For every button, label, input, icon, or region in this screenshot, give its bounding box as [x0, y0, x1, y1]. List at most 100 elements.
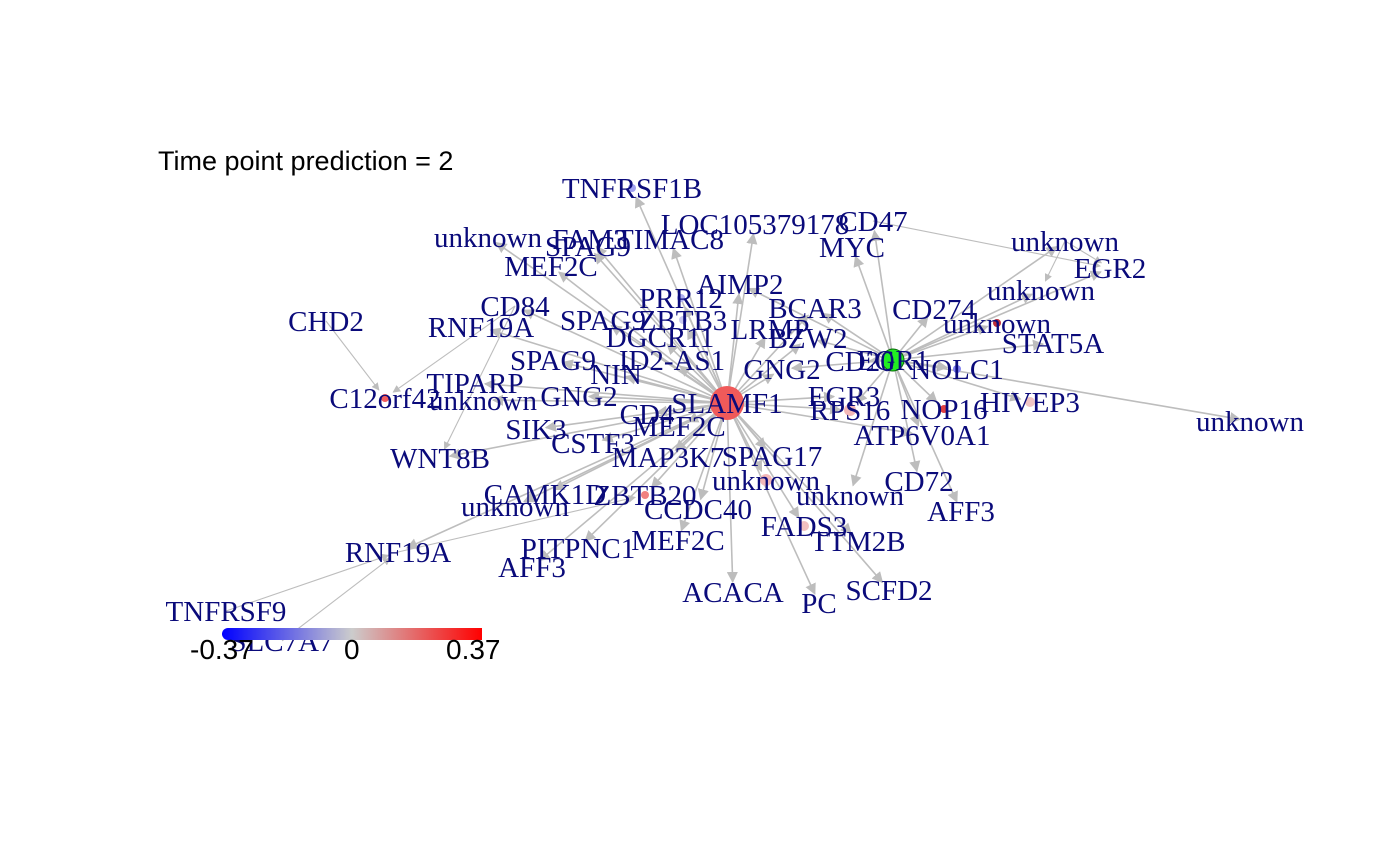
edge	[892, 359, 921, 473]
node-label: TIPARP	[426, 368, 523, 400]
node-label: STAT5A	[1002, 328, 1104, 360]
edge	[1064, 240, 1103, 264]
node-label: BCAR3	[768, 293, 861, 325]
node-label: BZW2	[769, 323, 848, 355]
node-label: DGCR11	[606, 322, 715, 354]
edge	[870, 229, 894, 361]
node-label: EGR1	[857, 345, 930, 377]
edge	[523, 309, 728, 404]
node-label: unknown	[796, 480, 904, 512]
node-label: ZBTB3	[639, 305, 728, 337]
edge	[850, 359, 894, 487]
edge	[679, 402, 728, 532]
node-label: unknown	[434, 222, 542, 254]
edge	[892, 359, 1242, 424]
node-label: SCFD2	[845, 575, 932, 607]
edge	[624, 373, 728, 404]
edge	[726, 402, 842, 415]
node-label: TTM2B	[810, 526, 905, 558]
node-label: SLAMF1	[671, 388, 782, 420]
edge	[892, 359, 958, 503]
edge	[892, 293, 1033, 361]
node-label: CD72	[884, 466, 953, 498]
legend-mid-label: 0	[344, 634, 360, 665]
node-label: WNT8B	[390, 443, 490, 475]
edge	[225, 553, 390, 612]
edge	[584, 402, 728, 542]
edge	[522, 402, 728, 503]
node-dot	[993, 319, 1001, 327]
edge	[392, 305, 516, 393]
edge	[726, 292, 744, 404]
node-label: TNFRSF9	[166, 596, 287, 628]
edge	[726, 402, 738, 584]
node-label: CD274	[892, 294, 976, 326]
node-label: MEF2C	[504, 251, 597, 283]
node-label: ZBTB20	[593, 480, 696, 512]
node-label: MAP3K7	[612, 442, 725, 474]
node-label: PRR12	[639, 283, 723, 315]
edge	[892, 324, 989, 361]
edge	[747, 287, 894, 361]
edge	[816, 337, 894, 361]
edge	[650, 402, 728, 489]
edge	[726, 402, 884, 584]
node-label: SPAG9	[545, 231, 631, 263]
node-label: unknown	[943, 308, 1051, 340]
node-label: NOP16	[900, 394, 987, 426]
node-label: GNG2	[743, 354, 820, 386]
node-label: SIK3	[505, 414, 566, 446]
node-label: PITPNC1	[521, 533, 635, 565]
node-layer	[381, 184, 1035, 531]
node-label: FAM3	[552, 224, 627, 256]
node-label: CD84	[480, 291, 550, 323]
edge	[538, 402, 728, 562]
edge	[595, 245, 728, 404]
node-label: unknown	[461, 491, 569, 523]
node-label: CAMK1D	[484, 479, 606, 511]
node-dot	[641, 491, 649, 499]
node-dot	[844, 404, 856, 416]
edge	[483, 379, 728, 404]
edge	[325, 320, 380, 391]
node-label: TNFRSF1B	[562, 173, 702, 205]
edge	[853, 255, 894, 361]
node-label: AFF3	[498, 552, 566, 584]
node-label: unknown	[1196, 406, 1304, 438]
color-scale-bar	[222, 628, 482, 640]
node-label: CD4	[620, 399, 675, 431]
node-label: unknown	[429, 385, 537, 417]
edge	[726, 402, 816, 595]
edge	[726, 402, 852, 535]
edge	[610, 324, 728, 404]
node-dot	[953, 365, 961, 373]
edge	[892, 359, 1022, 402]
node-label: SPAG17	[722, 441, 822, 473]
edge	[892, 246, 1058, 361]
node-label: ID2-AS1	[619, 345, 725, 377]
edge	[726, 232, 758, 404]
edge	[726, 314, 809, 404]
node-label: CD20	[825, 346, 894, 378]
node-dot	[677, 294, 685, 302]
edge	[601, 402, 728, 443]
node-dot	[1025, 397, 1035, 407]
node-label: NIN	[590, 359, 642, 391]
node-label: FADS3	[761, 511, 848, 543]
edge	[726, 402, 800, 519]
node-label: TIMAC8	[616, 224, 724, 256]
node-dot	[881, 348, 905, 372]
edge	[822, 312, 894, 361]
node-label: CHD2	[288, 306, 364, 338]
edge	[491, 394, 728, 406]
edge	[544, 402, 728, 432]
node-label: EGR2	[1074, 253, 1147, 285]
edge	[489, 327, 728, 404]
node-label: RNF19A	[428, 312, 534, 344]
node-label: CCDC40	[644, 494, 752, 526]
edge	[790, 359, 894, 373]
node-dot	[760, 474, 772, 486]
edge	[443, 305, 516, 450]
